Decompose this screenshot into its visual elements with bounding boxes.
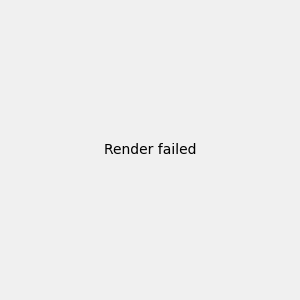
Text: Render failed: Render failed bbox=[104, 143, 196, 157]
